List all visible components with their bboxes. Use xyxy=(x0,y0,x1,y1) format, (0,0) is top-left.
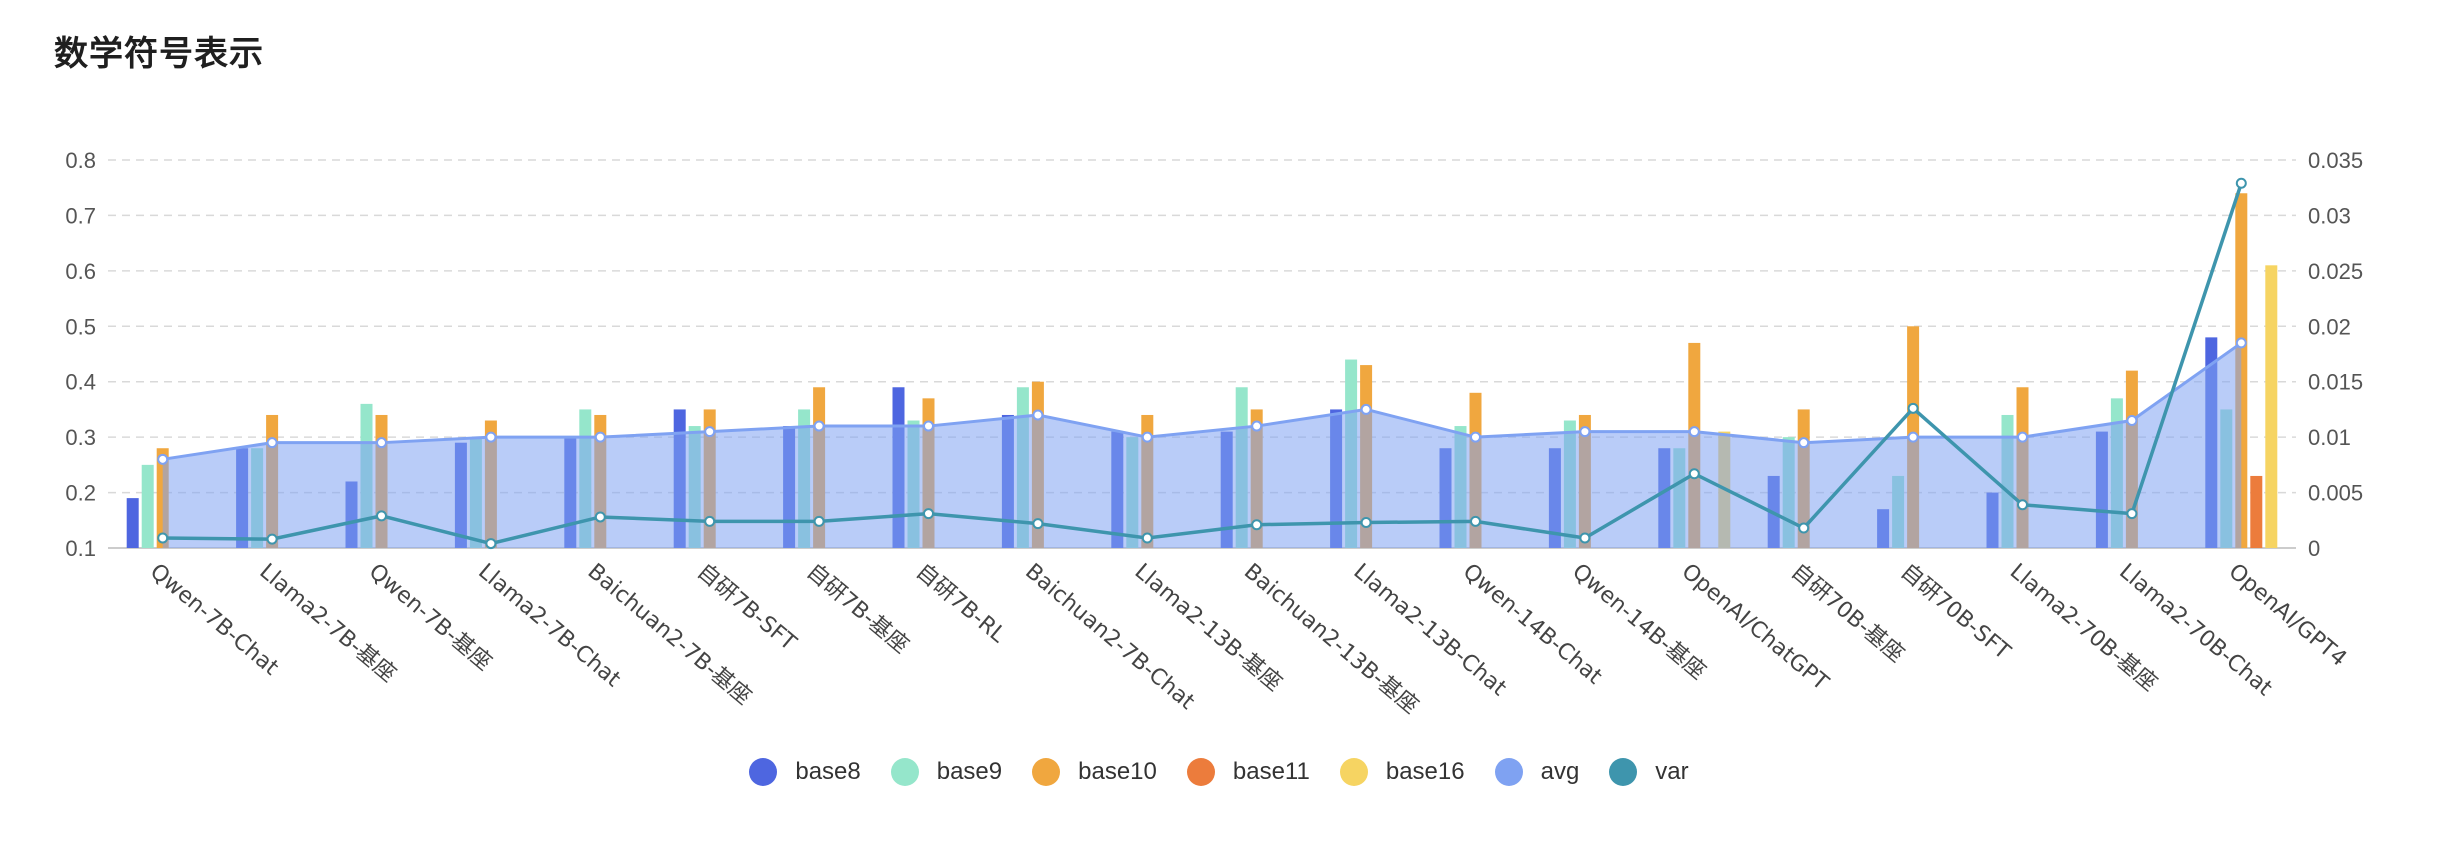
var-point xyxy=(2018,500,2027,509)
avg-point xyxy=(377,438,386,447)
x-tick-label: Baichuan2-13B-基座 xyxy=(1239,559,1423,719)
legend-item-base8[interactable]: base8 xyxy=(749,758,860,786)
var-point xyxy=(1143,534,1152,543)
avg-point xyxy=(2237,338,2246,347)
bar-base9 xyxy=(142,465,154,548)
avg-point xyxy=(1909,433,1918,442)
legend-swatch xyxy=(1609,758,1637,786)
legend-label: base8 xyxy=(795,758,860,786)
chart-canvas: 0.1 0.2 0.3 0.4 0.5 0.6 0.7 0.8 0 0.005 0.01 0.015 0… xyxy=(0,0,2438,740)
var-point xyxy=(1909,404,1918,413)
y-right-tick-label: 0.025 xyxy=(2308,259,2363,284)
var-point xyxy=(1471,517,1480,526)
var-point xyxy=(268,535,277,544)
y-left-tick-label: 0.4 xyxy=(65,370,96,395)
legend-label: var xyxy=(1655,758,1688,786)
legend-label: base9 xyxy=(937,758,1002,786)
avg-point xyxy=(1690,427,1699,436)
avg-point xyxy=(1580,427,1589,436)
var-point xyxy=(596,512,605,521)
avg-point xyxy=(815,422,824,431)
avg-point xyxy=(596,433,605,442)
var-point xyxy=(924,509,933,518)
y-left-tick-label: 0.6 xyxy=(65,259,96,284)
var-point xyxy=(1033,519,1042,528)
legend-item-base10[interactable]: base10 xyxy=(1032,758,1157,786)
var-point xyxy=(1580,534,1589,543)
legend-item-base9[interactable]: base9 xyxy=(891,758,1002,786)
var-point xyxy=(705,517,714,526)
x-tick-label: 自研70B-SFT xyxy=(1895,559,2015,665)
avg-point xyxy=(1362,405,1371,414)
y-right-tick-label: 0 xyxy=(2308,536,2320,561)
legend-item-var[interactable]: var xyxy=(1609,758,1688,786)
legend-label: avg xyxy=(1541,758,1580,786)
y-right-tick-label: 0.01 xyxy=(2308,425,2351,450)
avg-point xyxy=(268,438,277,447)
avg-point xyxy=(1143,433,1152,442)
y-right-tick-label: 0.02 xyxy=(2308,314,2351,339)
avg-point xyxy=(705,427,714,436)
y-left-tick-label: 0.7 xyxy=(65,203,96,228)
avg-area xyxy=(163,343,2242,548)
y-left-tick-label: 0.3 xyxy=(65,425,96,450)
legend-swatch xyxy=(1495,758,1523,786)
legend-item-base16[interactable]: base16 xyxy=(1340,758,1465,786)
avg-point xyxy=(1033,410,1042,419)
var-point xyxy=(2237,179,2246,188)
avg-point xyxy=(1471,433,1480,442)
var-point xyxy=(2127,509,2136,518)
avg-point xyxy=(486,433,495,442)
var-point xyxy=(1799,524,1808,533)
var-point xyxy=(1252,520,1261,529)
legend-swatch xyxy=(749,758,777,786)
y-right-tick-label: 0.005 xyxy=(2308,481,2363,506)
avg-point xyxy=(158,455,167,464)
var-point xyxy=(1362,518,1371,527)
y-right-tick-label: 0.035 xyxy=(2308,148,2363,173)
y-right-tick-label: 0.03 xyxy=(2308,203,2351,228)
legend-item-base11[interactable]: base11 xyxy=(1187,758,1310,786)
avg-point xyxy=(1252,422,1261,431)
bar-base8 xyxy=(127,498,139,548)
y-left-tick-label: 0.2 xyxy=(65,481,96,506)
legend-swatch xyxy=(1340,758,1368,786)
legend-swatch xyxy=(1032,758,1060,786)
y-right-tick-label: 0.015 xyxy=(2308,370,2363,395)
var-point xyxy=(158,534,167,543)
legend-swatch xyxy=(1187,758,1215,786)
y-left-tick-label: 0.1 xyxy=(65,536,96,561)
y-left-tick-label: 0.5 xyxy=(65,314,96,339)
x-tick-label: 自研7B-基座 xyxy=(801,559,913,659)
avg-point xyxy=(924,422,933,431)
var-point xyxy=(815,517,824,526)
avg-point xyxy=(1799,438,1808,447)
avg-point xyxy=(2127,416,2136,425)
chart-legend: base8 base9 base10 base11 base16 avg var xyxy=(0,758,2438,786)
bar-base16 xyxy=(2265,265,2277,548)
var-point xyxy=(486,539,495,548)
x-tick-label: 自研70B-基座 xyxy=(1786,559,1909,668)
legend-label: base10 xyxy=(1078,758,1157,786)
avg-point xyxy=(2018,433,2027,442)
x-tick-label: 自研7B-RL xyxy=(911,559,1011,648)
x-tick-label: 自研7B-SFT xyxy=(692,559,801,656)
var-point xyxy=(377,511,386,520)
bar-base11 xyxy=(2250,476,2262,548)
legend-item-avg[interactable]: avg xyxy=(1495,758,1580,786)
legend-swatch xyxy=(891,758,919,786)
legend-label: base16 xyxy=(1386,758,1465,786)
y-left-tick-label: 0.8 xyxy=(65,148,96,173)
legend-label: base11 xyxy=(1233,758,1310,786)
var-point xyxy=(1690,469,1699,478)
